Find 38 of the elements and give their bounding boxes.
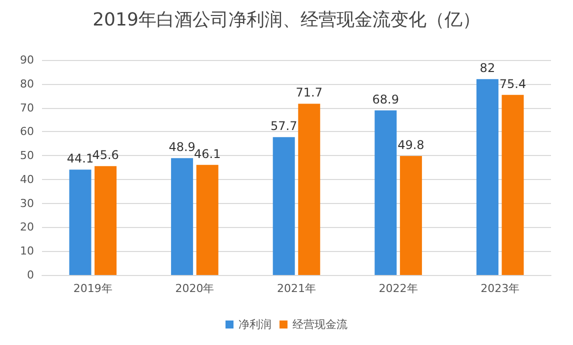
bar — [94, 166, 117, 275]
data-label: 57.7 — [270, 119, 298, 134]
data-label: 68.9 — [372, 92, 400, 106]
data-label: 45.6 — [92, 148, 119, 162]
y-tick-label: 90 — [20, 54, 34, 66]
y-tick-label: 20 — [20, 220, 34, 234]
x-tick-label: 2019年 — [73, 282, 112, 295]
y-tick-label: 30 — [20, 196, 34, 210]
y-tick-label: 0 — [27, 268, 34, 282]
data-label: 48.9 — [168, 140, 196, 154]
bar — [502, 94, 524, 275]
bar — [374, 110, 397, 275]
x-tick-label: 2023年 — [480, 282, 520, 295]
x-tick-label: 2020年 — [175, 282, 214, 295]
data-label: 75.4 — [499, 76, 526, 91]
data-label: 82 — [480, 61, 496, 76]
y-tick-label: 50 — [20, 149, 34, 162]
y-tick-label: 60 — [20, 125, 34, 138]
x-tick-label: 2022年 — [378, 282, 418, 295]
chart-title: 2019年白酒公司净利润、经营现金流变化（亿） — [92, 10, 480, 30]
data-label: 46.1 — [194, 146, 221, 161]
data-label: 71.7 — [296, 86, 323, 100]
bar — [272, 137, 295, 275]
bar — [69, 170, 92, 275]
data-label: 44.1 — [66, 152, 94, 166]
bar — [400, 156, 422, 275]
y-tick-label: 80 — [20, 77, 34, 90]
bar — [298, 104, 320, 275]
y-tick-label: 70 — [20, 101, 34, 114]
bar — [171, 158, 194, 275]
y-tick-label: 10 — [20, 244, 34, 258]
bar — [196, 164, 218, 275]
y-tick-label: 40 — [20, 172, 34, 186]
bar — [476, 79, 498, 275]
legend-label: 净利润 — [238, 318, 272, 331]
x-tick-label: 2021年 — [277, 282, 316, 295]
legend-label: 经营现金流 — [292, 318, 348, 331]
data-label: 49.8 — [398, 138, 424, 152]
